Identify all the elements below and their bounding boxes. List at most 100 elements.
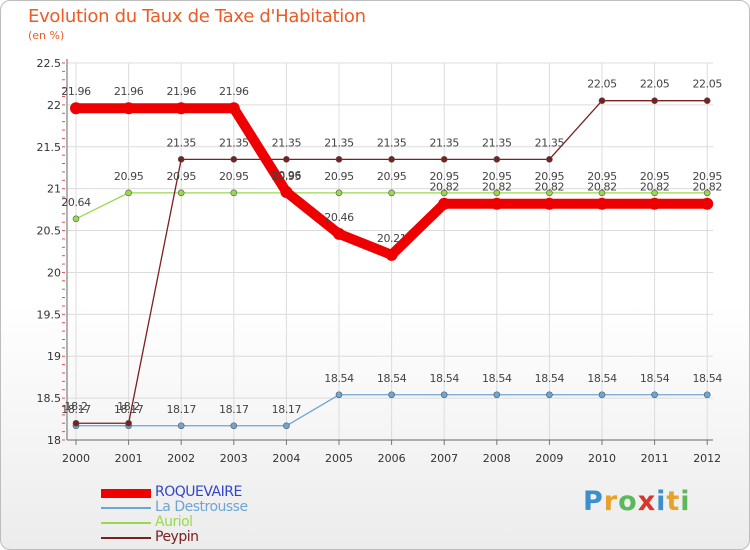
data-label: 21.35 [377,136,407,149]
data-point [230,422,238,430]
data-point [490,197,503,210]
data-label: 20.82 [692,181,722,194]
data-point [333,227,345,240]
y-tick-label: 20 [47,266,61,279]
data-point [175,102,188,115]
data-point [283,422,290,430]
data-label: 20.64 [61,196,91,209]
data-label: 21.35 [166,136,196,149]
data-label: 20.95 [482,170,512,183]
series [70,97,714,430]
data-label: 18.17 [114,403,144,416]
data-label: 18.17 [272,403,302,416]
x-tick-label: 2012 [693,452,721,465]
data-label: 21.35 [535,136,565,149]
data-point [335,391,343,399]
chart-title: Evolution du Taux de Taxe d'Habitation [28,6,366,27]
data-point [651,97,658,104]
logo-letter: o [618,486,638,517]
logo-letter: i [680,486,691,517]
grid [67,62,713,441]
data-label: 18.54 [429,372,459,385]
y-tick-label: 18 [47,434,61,447]
data-label: 22.05 [692,78,722,91]
data-point [493,156,501,163]
data-point [122,102,135,115]
data-label: 20.95 [640,170,670,183]
data-label: 18.17 [61,403,91,416]
data-point [703,391,711,399]
data-point [70,102,82,115]
data-point [230,189,238,197]
data-label: 18.17 [219,403,249,416]
data-point [546,156,553,163]
data-label: 18.54 [377,372,407,385]
data-label: 21.35 [429,136,459,149]
x-tick-label: 2007 [430,452,458,465]
y-tick-label: 21 [47,183,61,196]
logo-letter: x [637,486,657,517]
data-label: 22.05 [587,78,617,91]
data-label: 20.82 [640,181,670,194]
y-tick-label: 19.5 [37,308,62,321]
legend-label: La Destrousse [155,499,248,515]
axes: 18 18.5 19 19.5 20 20.5 21 21.5 22 22.5 2000 2001 20… [37,57,722,465]
data-point [227,102,240,115]
proxiti-logo: Proxiti [583,486,691,517]
data-point [125,189,132,197]
data-point [546,189,553,197]
y-tick-label: 18.5 [37,392,62,405]
data-point [493,391,501,399]
data-label: 21.35 [219,136,249,149]
data-point [703,189,711,197]
logo-letter: P [583,486,604,517]
data-label: 18.54 [692,372,722,385]
data-point [438,197,451,210]
data-label: 20.46 [324,211,354,224]
data-point [177,422,185,430]
data-label: 20.95 [429,170,459,183]
chart-unit-label: (en %) [28,29,65,42]
x-tick-label: 2003 [220,452,248,465]
y-tick-label: 22.5 [37,57,62,70]
x-tick-label: 2002 [167,452,195,465]
data-point [598,97,606,104]
data-label: 20.95 [166,170,196,183]
data-label: 18.54 [482,372,512,385]
data-point [385,248,398,261]
data-label: 18.2 [65,400,88,413]
x-tick-label: 2000 [62,452,90,465]
data-label: 18.54 [640,372,670,385]
x-tick-label: 2011 [641,452,669,465]
data-point [440,156,448,163]
data-point [283,156,290,163]
data-label: 21.35 [482,136,512,149]
data-label: 20.95 [692,170,722,183]
logo-letter: r [603,486,619,517]
data-label: 20.95 [114,170,144,183]
data-label: 20.95 [535,170,565,183]
data-label: 18.54 [535,372,565,385]
data-point [335,156,343,163]
data-label: 20.96 [272,169,302,182]
data-point [177,156,185,163]
data-label: 20.82 [482,181,512,194]
x-tick-label: 2006 [378,452,406,465]
legend-swatch [101,537,151,539]
data-point [440,189,448,197]
data-point [280,186,293,199]
data-label: 21.35 [272,136,302,149]
data-point [388,391,395,399]
data-label: 20.95 [324,170,354,183]
x-tick-label: 2005 [325,452,353,465]
y-tick-label: 19 [47,350,61,363]
logo-letter: t [666,486,681,517]
data-point [651,391,658,399]
logo-letter: i [656,486,667,517]
y-tick-label: 22 [47,99,61,112]
x-tick-label: 2009 [535,452,563,465]
data-label: 18.54 [324,372,354,385]
x-tick-label: 2010 [588,452,616,465]
